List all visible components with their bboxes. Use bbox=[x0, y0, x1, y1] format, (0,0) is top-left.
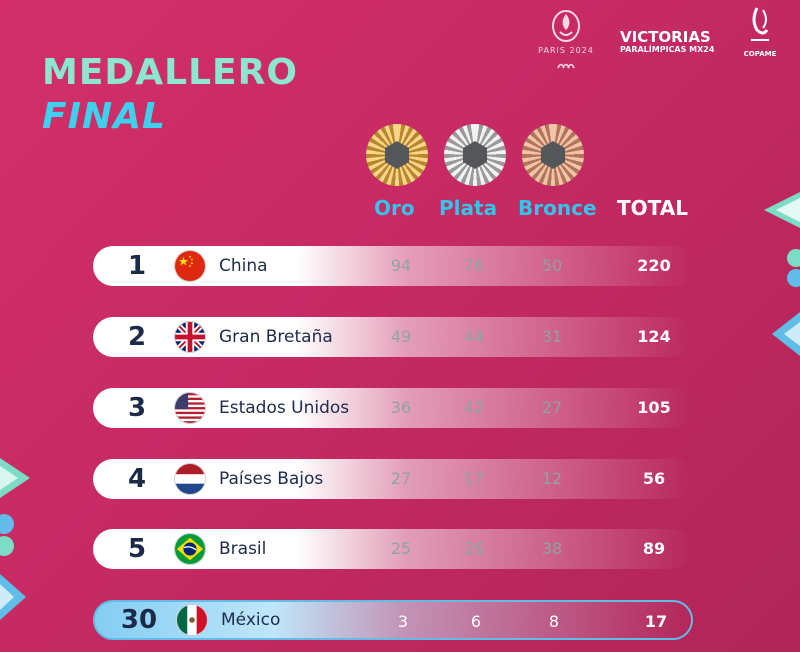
rank: 3 bbox=[127, 393, 147, 423]
country-name: Brasil bbox=[219, 539, 267, 559]
rank: 30 bbox=[120, 605, 158, 635]
gold-count: 25 bbox=[390, 539, 412, 558]
copame-logo-text: COPAME bbox=[743, 50, 777, 58]
victorias-paralimpicas-logo: VICTORIAS PARALÍMPICAS MX24 bbox=[620, 30, 714, 55]
title-line-1: MEDALLERO bbox=[42, 52, 298, 93]
header-total: TOTAL bbox=[617, 196, 688, 220]
uk-flag-icon bbox=[174, 321, 206, 353]
china-flag-icon bbox=[174, 250, 206, 282]
total-count: 89 bbox=[642, 539, 666, 558]
agitos-icon bbox=[557, 63, 575, 69]
gold-count: 94 bbox=[390, 256, 412, 275]
bronze-count: 27 bbox=[541, 398, 563, 417]
header-oro: Oro bbox=[374, 196, 415, 220]
brazil-flag-icon bbox=[174, 533, 206, 565]
mexico-flag-icon bbox=[176, 604, 208, 636]
copame-logo: COPAME bbox=[738, 6, 782, 72]
total-count: 220 bbox=[637, 256, 671, 275]
decorative-shape-left-mid bbox=[0, 514, 14, 556]
bronze-count: 8 bbox=[548, 612, 560, 631]
bronze-count: 38 bbox=[541, 539, 563, 558]
bronze-count: 12 bbox=[541, 469, 563, 488]
victorias-logo-line2: PARALÍMPICAS MX24 bbox=[620, 45, 715, 54]
silver-count: 17 bbox=[463, 469, 485, 488]
country-name: Estados Unidos bbox=[219, 398, 350, 418]
silver-count: 44 bbox=[463, 327, 485, 346]
rank: 2 bbox=[127, 322, 147, 352]
total-count: 105 bbox=[637, 398, 671, 417]
silver-count: 42 bbox=[463, 398, 485, 417]
paris-flame-icon bbox=[552, 10, 580, 42]
silver-count: 26 bbox=[463, 539, 485, 558]
copame-emblem-icon bbox=[751, 7, 769, 41]
gold-medal-icon bbox=[366, 124, 428, 186]
header-bronce: Bronce bbox=[518, 196, 597, 220]
silver-count: 6 bbox=[470, 612, 482, 631]
gold-count: 49 bbox=[390, 327, 412, 346]
decorative-shape-right-low bbox=[772, 312, 800, 356]
gold-count: 36 bbox=[390, 398, 412, 417]
decorative-shape-left-top bbox=[0, 458, 30, 498]
table-row: 5 Brasil 25 26 38 89 bbox=[93, 529, 693, 569]
country-name: Gran Bretaña bbox=[219, 327, 333, 347]
bronze-count: 50 bbox=[541, 256, 563, 275]
netherlands-flag-icon bbox=[174, 463, 206, 495]
rank: 4 bbox=[127, 464, 147, 494]
country-name: México bbox=[221, 610, 281, 630]
decorative-shape-left-low bbox=[0, 574, 26, 620]
decorative-shape-right-top bbox=[764, 192, 800, 228]
header-plata: Plata bbox=[439, 196, 498, 220]
bronze-medal-icon bbox=[522, 124, 584, 186]
title-line-2: FINAL bbox=[42, 96, 166, 137]
total-count: 56 bbox=[642, 469, 666, 488]
table-row: 4 Países Bajos 27 17 12 56 bbox=[93, 459, 693, 499]
bronze-count: 31 bbox=[541, 327, 563, 346]
paris-2024-logo: PARIS 2024 bbox=[530, 8, 602, 58]
table-row: 1 China 94 76 50 220 bbox=[93, 246, 693, 286]
usa-flag-icon bbox=[174, 392, 206, 424]
table-row: 3 Estados Unidos 36 42 27 105 bbox=[93, 388, 693, 428]
country-name: China bbox=[219, 256, 268, 276]
rank: 1 bbox=[127, 251, 147, 281]
table-row: 2 Gran Bretaña 49 44 31 124 bbox=[93, 317, 693, 357]
silver-count: 76 bbox=[463, 256, 485, 275]
victorias-logo-line1: VICTORIAS bbox=[620, 28, 711, 46]
gold-count: 27 bbox=[390, 469, 412, 488]
table-row-highlighted: 30 México 3 6 8 17 bbox=[93, 600, 693, 640]
gold-count: 3 bbox=[397, 612, 409, 631]
total-count: 17 bbox=[644, 612, 668, 631]
total-count: 124 bbox=[637, 327, 671, 346]
rank: 5 bbox=[127, 534, 147, 564]
country-name: Países Bajos bbox=[219, 469, 324, 489]
decorative-shape-right-mid bbox=[787, 249, 800, 287]
paris-logo-text: PARIS 2024 bbox=[538, 46, 594, 55]
silver-medal-icon bbox=[444, 124, 506, 186]
